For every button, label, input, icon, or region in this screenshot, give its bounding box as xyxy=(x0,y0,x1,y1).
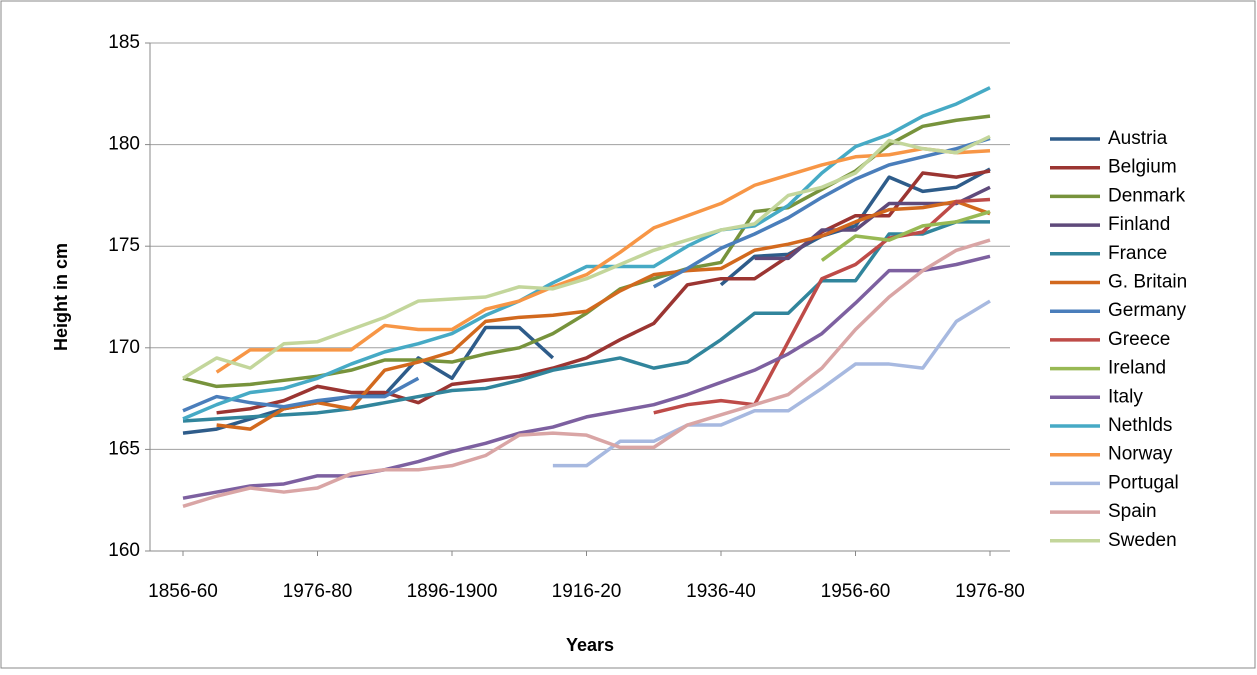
legend-label: Greece xyxy=(1108,329,1170,350)
series-line xyxy=(182,238,991,508)
series-line xyxy=(182,220,990,423)
legend-label: Norway xyxy=(1108,444,1173,465)
series-line xyxy=(653,197,991,415)
legend-label: Austria xyxy=(1108,128,1168,149)
series-line xyxy=(182,136,991,413)
series-line xyxy=(820,209,991,262)
series-line xyxy=(182,134,991,380)
y-tick-label: 175 xyxy=(108,235,140,256)
legend-label: Denmark xyxy=(1108,185,1186,206)
legend-label: Belgium xyxy=(1108,157,1177,178)
series-line xyxy=(182,254,991,500)
legend-label: G. Britain xyxy=(1108,272,1187,293)
x-tick-label: 1856-60 xyxy=(148,581,218,602)
series-line xyxy=(216,199,991,431)
legend-label: Spain xyxy=(1108,501,1157,522)
legend-label: Nethlds xyxy=(1108,415,1172,436)
series-line xyxy=(215,146,991,374)
legend-label: Ireland xyxy=(1108,358,1166,379)
x-tick-label: 1916-20 xyxy=(552,581,622,602)
series-line xyxy=(216,169,991,415)
legend-label: Finland xyxy=(1108,214,1170,235)
x-tick-label: 1896-1900 xyxy=(407,581,498,602)
series-line xyxy=(182,86,991,421)
legend-label: Italy xyxy=(1108,386,1143,407)
y-tick-label: 160 xyxy=(108,540,140,561)
x-axis-title: Years xyxy=(566,635,614,655)
y-tick-label: 185 xyxy=(108,32,140,53)
series-line xyxy=(552,299,991,468)
y-tick-label: 170 xyxy=(108,337,140,358)
x-tick-label: 1976-80 xyxy=(955,581,1025,602)
legend-label: Portugal xyxy=(1108,472,1179,493)
legend-label: Germany xyxy=(1108,300,1187,321)
x-tick-label: 1956-60 xyxy=(821,581,891,602)
legend-label: France xyxy=(1108,243,1167,264)
y-tick-label: 165 xyxy=(108,438,140,459)
y-axis-title: Height in cm xyxy=(51,243,71,351)
y-tick-label: 180 xyxy=(108,134,140,155)
legend-label: Sweden xyxy=(1108,530,1177,551)
x-tick-label: 1976-80 xyxy=(283,581,353,602)
x-tick-label: 1936-40 xyxy=(686,581,756,602)
